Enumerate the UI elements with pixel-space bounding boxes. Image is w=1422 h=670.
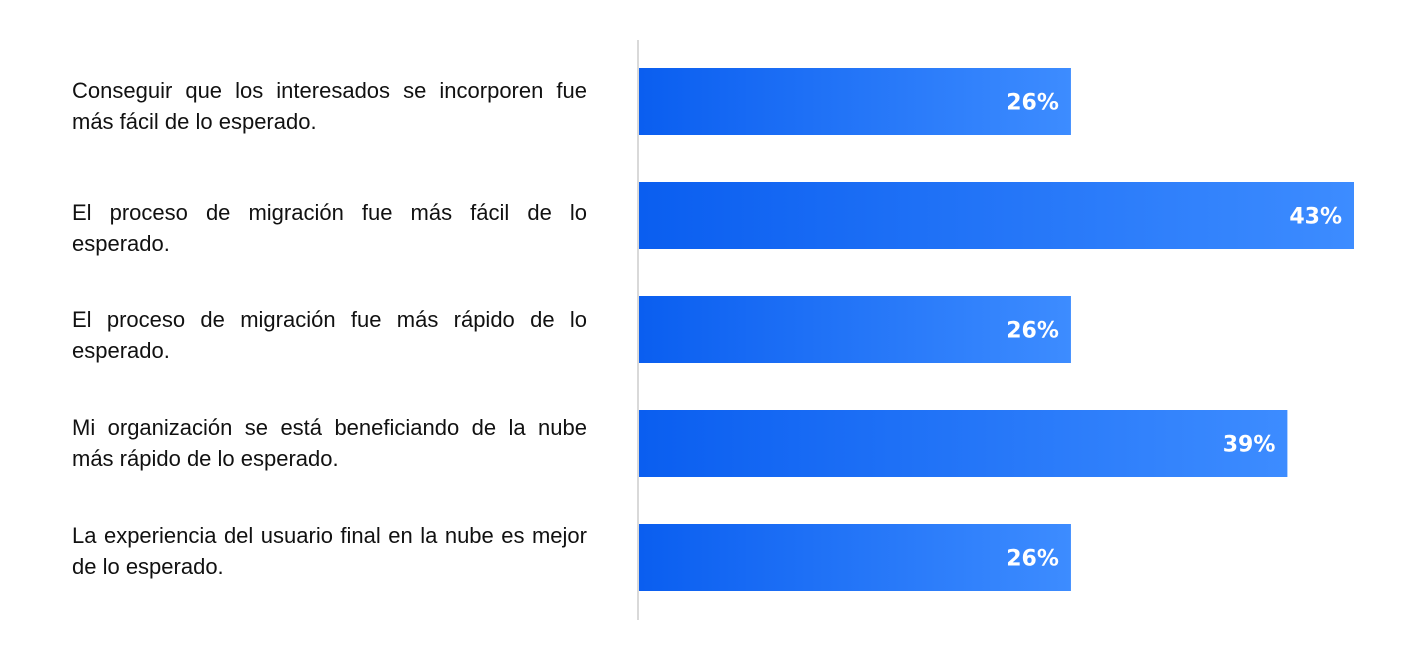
bar-2	[639, 182, 1354, 249]
bar-4	[639, 410, 1288, 477]
bar-3	[639, 296, 1071, 363]
category-label-4: Mi organización se está beneficiando de …	[72, 415, 587, 471]
bar-value-label-4: 39%	[1223, 433, 1276, 458]
category-label-2: El proceso de migración fue más fácil de…	[72, 200, 587, 256]
bar-value-label-3: 26%	[1006, 319, 1059, 344]
category-label-3: El proceso de migración fue más rápido d…	[72, 307, 587, 363]
category-label-5: La experiencia del usuario final en la n…	[72, 523, 587, 579]
category-label-1: Conseguir que los interesados se incorpo…	[72, 78, 587, 134]
bar-1	[639, 68, 1071, 135]
bar-value-label-5: 26%	[1006, 547, 1059, 572]
bar-5	[639, 524, 1071, 591]
bar-value-label-1: 26%	[1006, 91, 1059, 116]
bar-value-label-2: 43%	[1289, 205, 1342, 230]
